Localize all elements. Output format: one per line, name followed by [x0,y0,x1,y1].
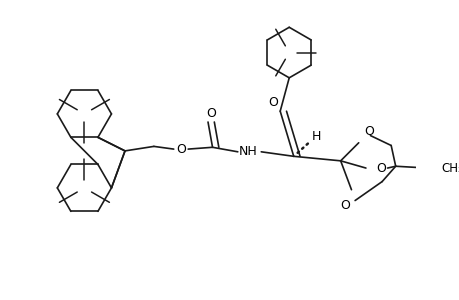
Text: O: O [364,125,374,139]
Text: O: O [268,96,277,109]
Text: O: O [375,161,386,175]
Text: O: O [340,199,349,212]
Text: O: O [176,142,185,156]
Text: O: O [205,107,215,120]
Text: NH: NH [239,145,257,158]
Text: CH₃: CH₃ [441,161,459,175]
Text: H: H [311,130,320,143]
